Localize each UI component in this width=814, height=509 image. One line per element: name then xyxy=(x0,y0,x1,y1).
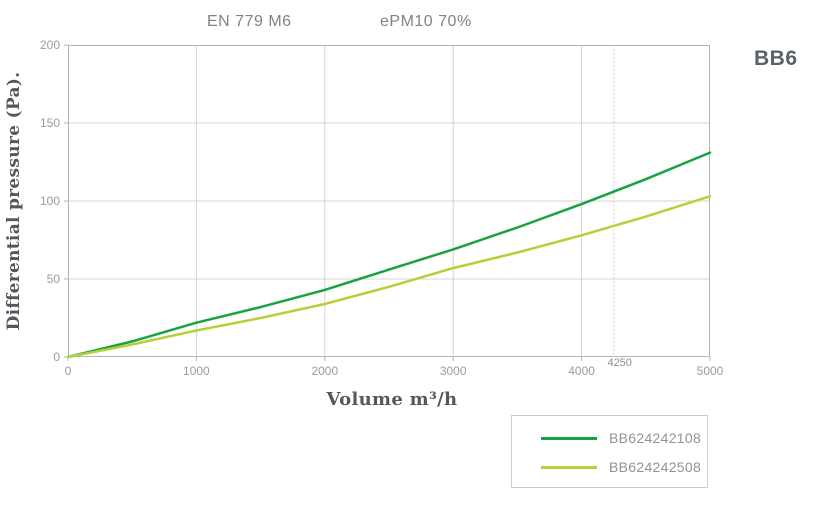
y-tick-label: 50 xyxy=(46,272,60,286)
y-tick-label: 100 xyxy=(39,194,60,208)
y-tick-label: 200 xyxy=(39,38,60,52)
x-tick-label: 3000 xyxy=(439,364,467,378)
x-tick-label: 4000 xyxy=(568,364,595,378)
y-axis-title: Differential pressure (Pa). xyxy=(4,71,24,331)
y-tick-label: 0 xyxy=(53,350,60,364)
x-axis-title: Volume m³/h xyxy=(326,389,458,410)
x-tick-label: 5000 xyxy=(696,364,724,378)
legend-entry: BB624242108 xyxy=(541,430,701,446)
reference-line-label: 4250 xyxy=(607,357,632,369)
legend-entry: BB624242508 xyxy=(541,459,701,475)
x-tick-label: 2000 xyxy=(311,364,339,378)
legend-swatch-series-1 xyxy=(541,436,597,440)
plot-svg xyxy=(64,44,712,361)
y-tick-label: 150 xyxy=(39,116,60,130)
chart-title-left: EN 779 M6 xyxy=(207,13,292,30)
legend-swatch-series-2 xyxy=(541,465,597,469)
plot-area xyxy=(64,44,712,361)
x-tick-label: 0 xyxy=(64,364,72,378)
legend-label-series-2: BB624242508 xyxy=(609,459,702,475)
legend-label-series-1: BB624242108 xyxy=(609,430,702,446)
legend: BB624242108 BB624242508 xyxy=(511,415,708,488)
chart-title-right: ePM10 70% xyxy=(380,13,472,30)
x-tick-label: 1000 xyxy=(183,364,210,378)
corner-label: BB6 xyxy=(754,47,798,70)
